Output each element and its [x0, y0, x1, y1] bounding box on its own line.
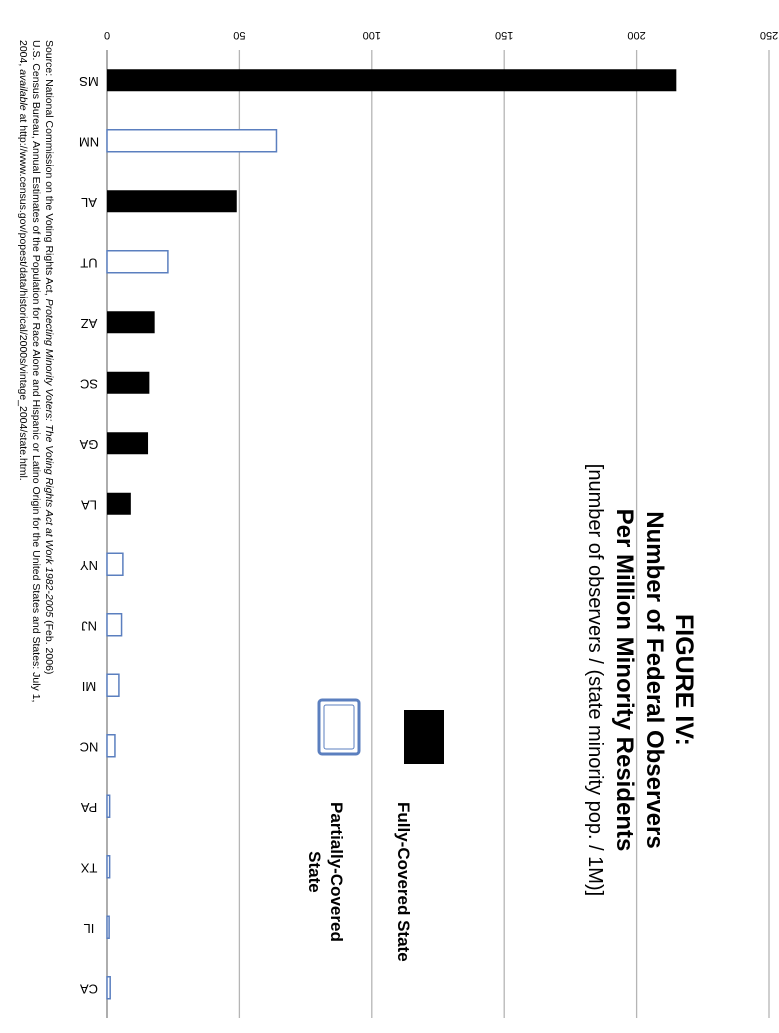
category-label-MS: MS	[79, 74, 99, 89]
category-label-IL: IL	[84, 921, 95, 936]
source-after-title: (Feb. 2006)	[43, 617, 55, 675]
bar-LA	[106, 492, 131, 515]
legend-label-partial: Partially-Covered State	[303, 802, 347, 942]
chart-subtitle-line2: Per Million Minority Residents	[611, 508, 638, 852]
bar-MS	[106, 69, 677, 92]
category-label-CA: CA	[80, 981, 98, 996]
bar-SC	[106, 371, 150, 394]
chart-subtitle-line3: [number of observers / (state minority p…	[584, 463, 606, 897]
bar-MI	[106, 673, 120, 697]
legend-label-partial-line2: State	[305, 851, 324, 893]
y-tick-label-150: 150	[495, 29, 513, 41]
source-report-title: Protecting Minority Voters: The Voting R…	[43, 298, 55, 618]
category-label-NJ: NJ	[81, 618, 97, 633]
legend-label-fully: Fully-Covered State	[394, 802, 413, 962]
legend-label-partial-line1: Partially-Covered	[327, 802, 346, 942]
bar-AZ	[107, 311, 155, 334]
source-line3-prefix: 2004,	[17, 40, 29, 70]
source-line3-available: available	[17, 69, 29, 111]
bar-NM	[106, 129, 278, 153]
bar-TX	[106, 855, 111, 879]
y-tick-label-250: 250	[760, 29, 778, 41]
source-note: Source: National Commission on the Votin…	[16, 40, 55, 1020]
bar-AL	[107, 190, 237, 213]
category-label-UT: UT	[80, 255, 97, 270]
source-line1: Source: National Commission on the Votin…	[42, 40, 55, 1020]
bar-GA	[107, 432, 149, 455]
bar-PA	[106, 794, 111, 818]
category-label-SC: SC	[80, 376, 98, 391]
y-tick-label-50: 50	[233, 29, 245, 41]
source-line3: 2004, available at http://www.census.gov…	[16, 40, 29, 1020]
category-label-MI: MI	[82, 679, 96, 694]
category-label-PA: PA	[80, 800, 97, 815]
category-label-NM: NM	[79, 134, 99, 149]
y-tick-label-100: 100	[363, 29, 381, 41]
category-label-TX: TX	[80, 860, 97, 875]
chart-title: FIGURE IV:	[670, 614, 698, 746]
bar-IL	[106, 915, 110, 939]
bar-CA	[106, 976, 111, 1000]
bar-NY	[106, 552, 124, 576]
legend-swatch-fully	[404, 710, 444, 764]
y-tick-label-200: 200	[627, 29, 645, 41]
bar-NC	[106, 734, 116, 758]
category-label-NC: NC	[80, 739, 99, 754]
category-label-LA: LA	[81, 497, 97, 512]
category-label-AZ: AZ	[81, 316, 98, 331]
source-line3-url: at http://www.census.gov/popest/data/his…	[17, 110, 29, 481]
source-line2: U.S. Census Bureau, Annual Estimates of …	[30, 40, 42, 703]
bar-NJ	[106, 613, 123, 637]
legend-swatch-partial-inner	[323, 704, 355, 750]
bar-UT	[106, 250, 169, 274]
category-label-GA: GA	[79, 437, 98, 452]
chart-subtitle-line1: Number of Federal Observers	[641, 511, 668, 849]
legend-swatch-partial	[317, 698, 361, 756]
category-label-NY: NY	[80, 558, 98, 573]
y-tick-label-0: 0	[104, 29, 110, 41]
source-lead: Source: National Commission on the Votin…	[43, 40, 55, 299]
title-block: FIGURE IV: Number of Federal Observers P…	[581, 400, 699, 960]
category-label-AL: AL	[81, 195, 97, 210]
